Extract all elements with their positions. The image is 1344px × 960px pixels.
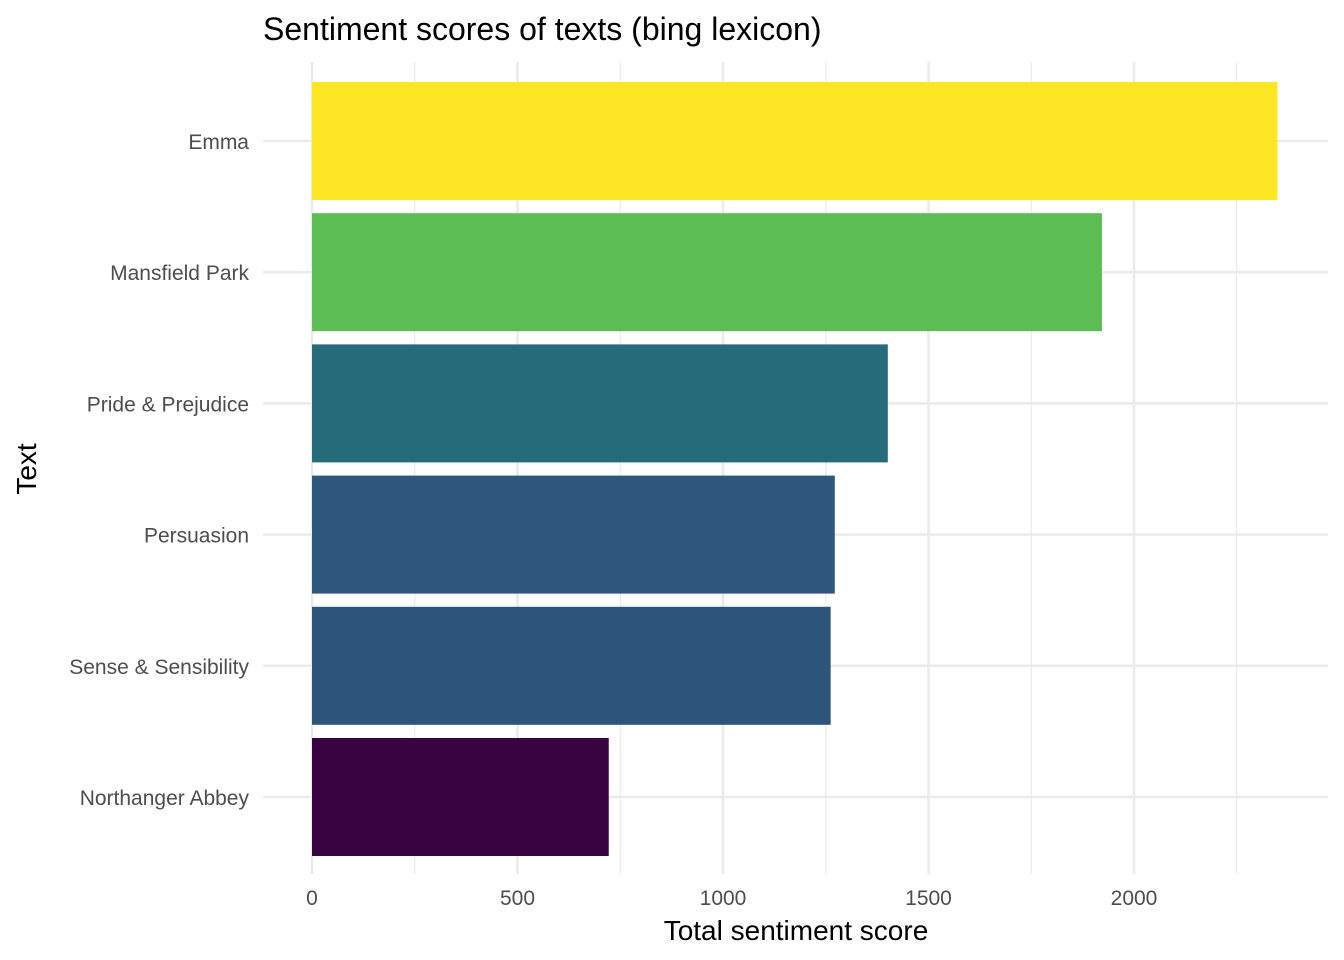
bar-mansfield-park <box>312 213 1102 332</box>
y-tick-label: Northanger Abbey <box>80 787 250 810</box>
x-axis-ticks: 0 500 1000 1500 2000 <box>306 887 1157 910</box>
chart-title: Sentiment scores of texts (bing lexicon) <box>263 11 821 47</box>
x-tick-label: 1000 <box>700 887 747 910</box>
x-tick-label: 1500 <box>905 887 952 910</box>
bars <box>312 82 1278 856</box>
bar-pride-prejudice <box>312 344 888 463</box>
bar-northanger-abbey <box>312 738 609 856</box>
y-tick-label: Emma <box>188 131 249 154</box>
bar-emma <box>312 82 1278 200</box>
y-tick-label: Sense & Sensibility <box>69 656 249 679</box>
x-tick-label: 0 <box>306 887 318 910</box>
y-axis-ticks: Emma Mansfield Park Pride & Prejudice Persu… <box>69 131 249 810</box>
x-axis-title: Total sentiment score <box>664 915 929 946</box>
x-tick-label: 500 <box>500 887 535 910</box>
bar-sense-sensibility <box>312 606 831 725</box>
bar-persuasion <box>312 475 835 594</box>
x-tick-label: 2000 <box>1111 887 1158 910</box>
y-tick-label: Mansfield Park <box>110 262 249 285</box>
y-tick-label: Persuasion <box>144 525 249 548</box>
y-tick-label: Pride & Prejudice <box>87 393 249 416</box>
y-axis-title: Text <box>11 443 42 495</box>
